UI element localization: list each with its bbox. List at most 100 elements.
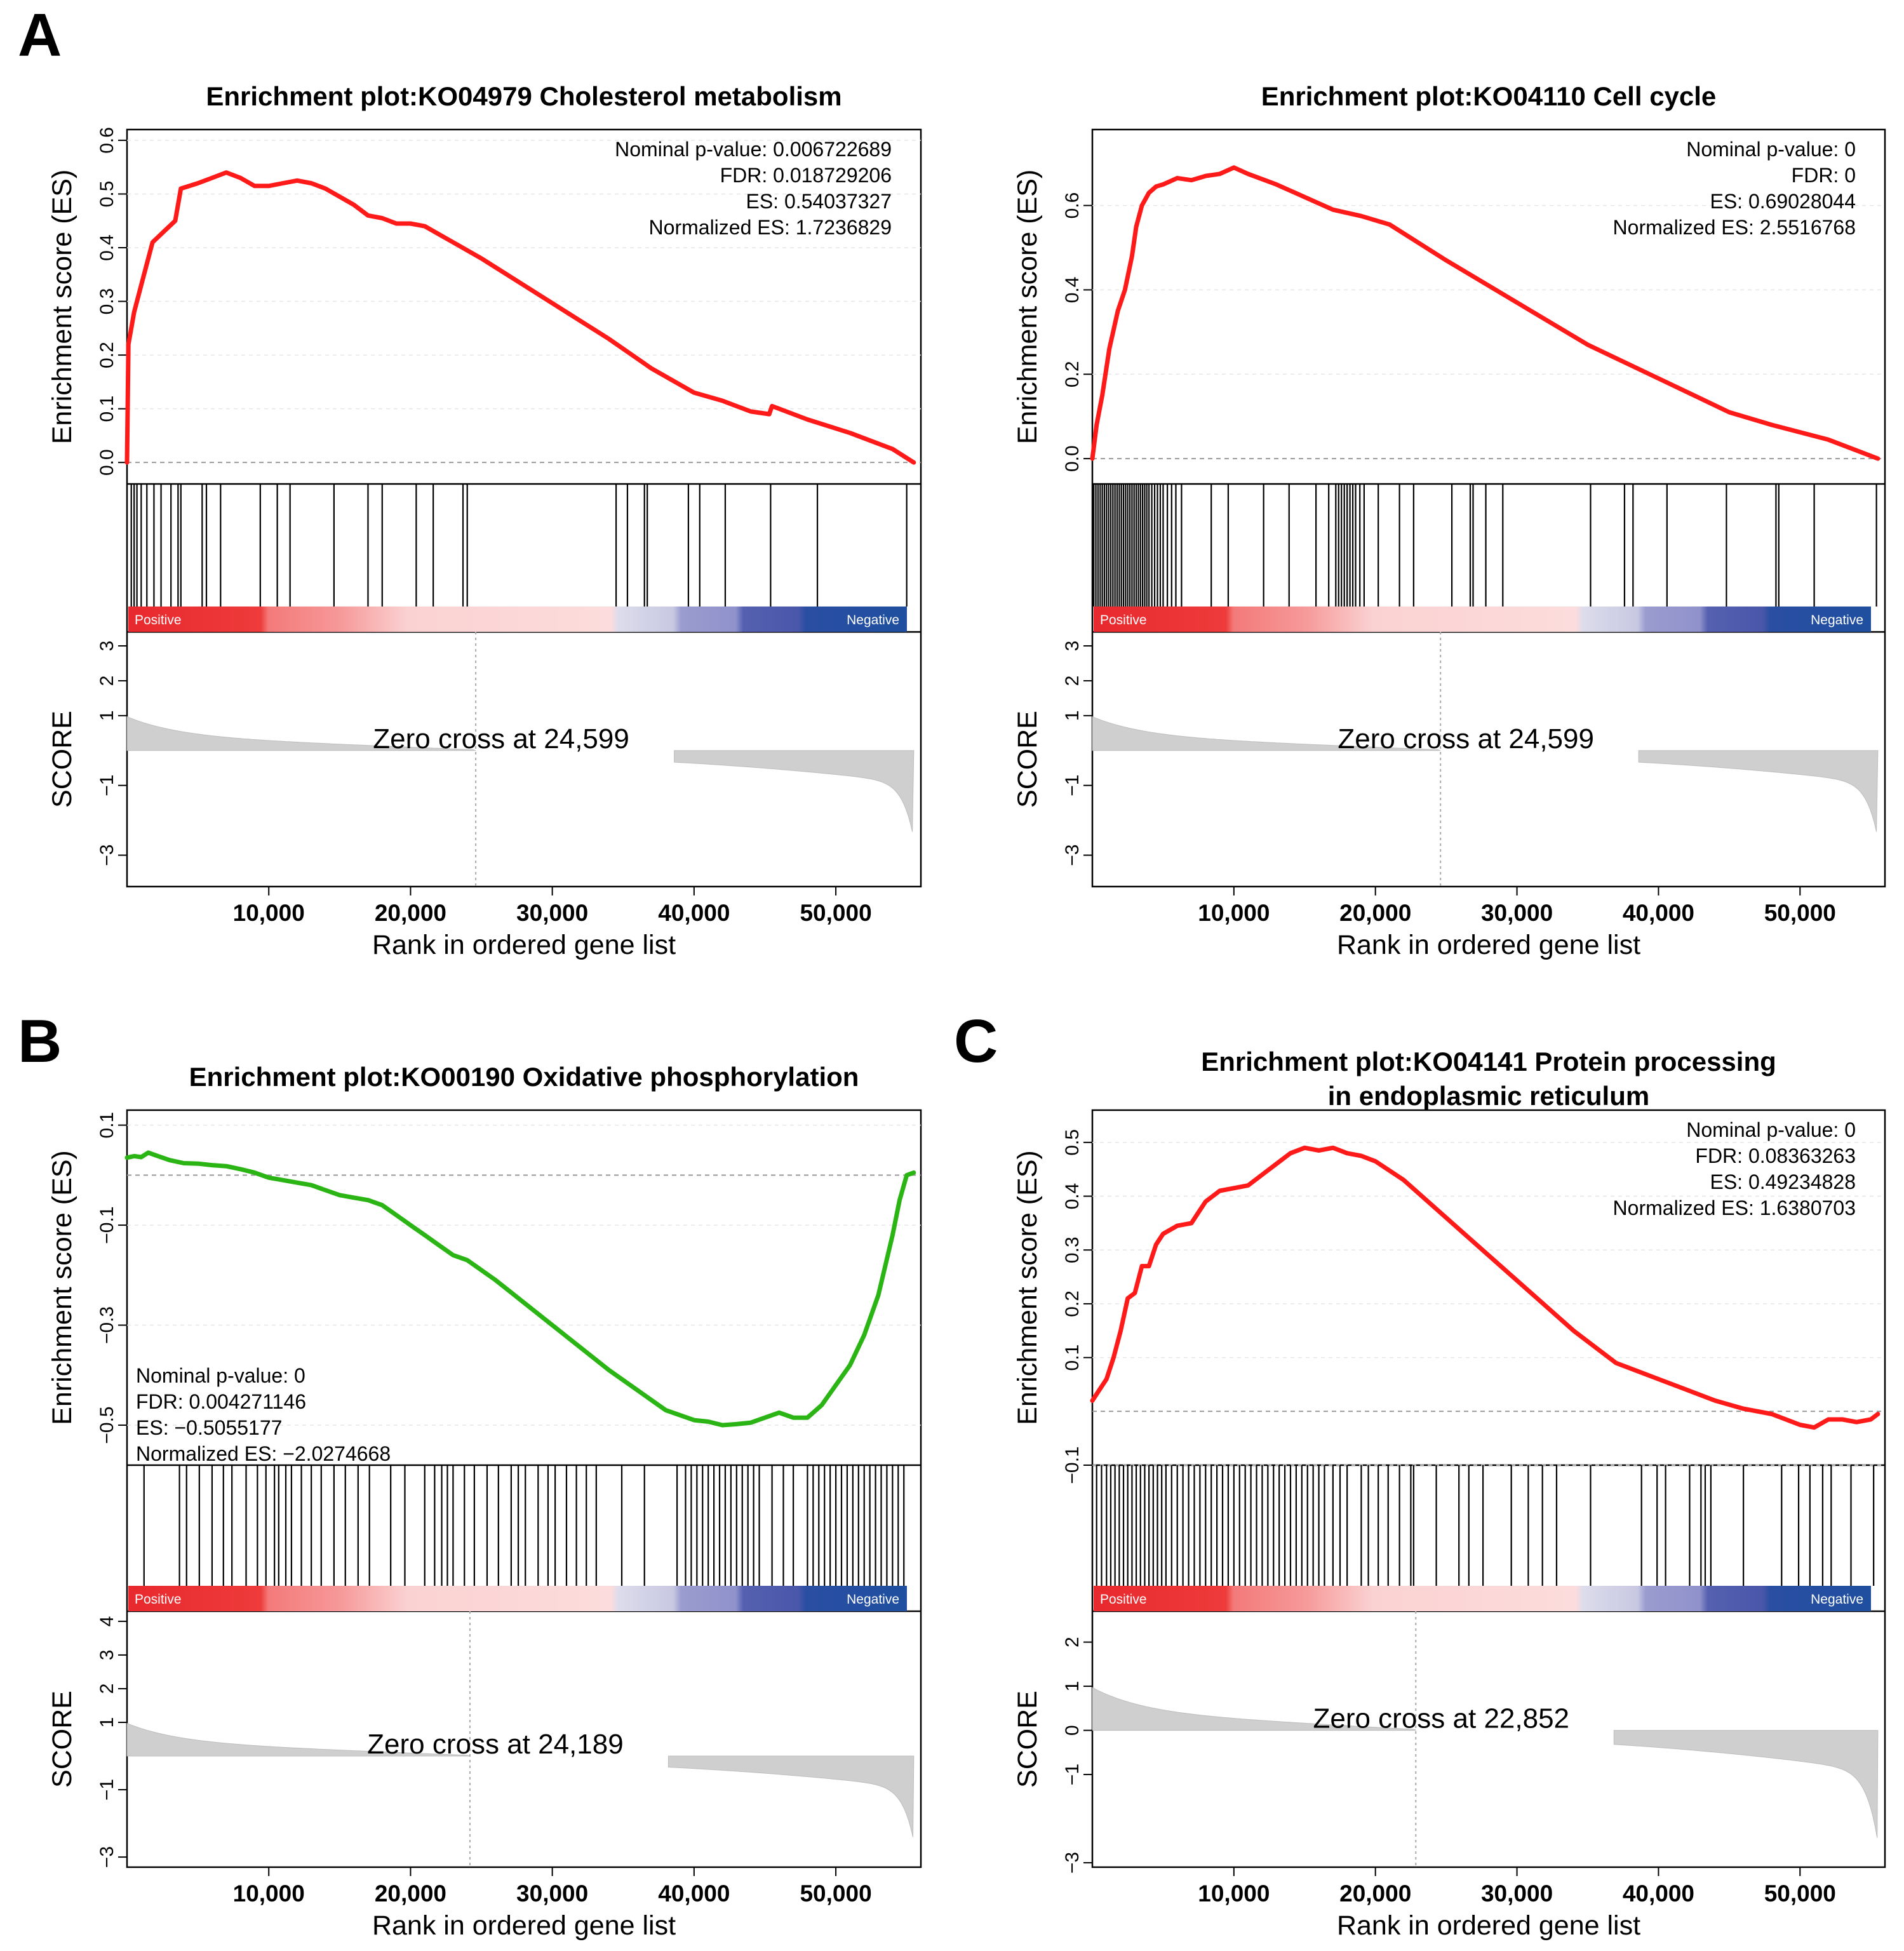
score-ytick-label: 4 [97,1616,117,1627]
xtick-label: 50,000 [1764,900,1836,926]
plot-title: Enrichment plot:KO04141 Protein processi… [1201,1047,1776,1076]
stat-line: ES: 0.69028044 [1710,190,1856,213]
xtick-label: 20,000 [1339,1881,1411,1907]
score-ytick-label: 1 [97,710,117,721]
xlabel: Rank in ordered gene list [1337,1910,1640,1941]
score-ytick-label: 1 [1062,710,1083,721]
stat-line: ES: −0.5055177 [136,1416,282,1439]
es-ytick-label: −0.1 [97,1206,117,1244]
plot-title: Enrichment plot:KO04979 Cholesterol meta… [206,81,841,111]
score-positive-area [126,716,476,751]
stat-line: Normalized ES: 1.6380703 [1613,1197,1856,1219]
es-curve [1090,1145,1881,1430]
gsea-plot-1: Enrichment plot:KO04979 Cholesterol meta… [47,81,922,960]
xtick-label: 20,000 [375,1881,446,1907]
xtick-label: 20,000 [1339,900,1411,926]
stat-line: FDR: 0 [1792,164,1856,187]
xlabel: Rank in ordered gene list [1337,930,1640,960]
ranking-positive-label: Positive [1100,1592,1147,1607]
stat-line: ES: 0.49234828 [1710,1170,1856,1193]
es-ytick-label: 0.1 [97,1112,117,1139]
es-ytick-label: 0.2 [1062,361,1083,387]
xtick-label: 40,000 [658,1881,730,1907]
xtick-label: 40,000 [1623,900,1694,926]
plot-frame [126,128,922,888]
es-ylabel: Enrichment score (ES) [1012,170,1043,445]
ranking-positive-label: Positive [135,1592,182,1607]
score-ytick-label: 2 [1062,1637,1083,1647]
ranking-positive-label: Positive [1100,613,1147,627]
stat-line: Normalized ES: 2.5516768 [1613,216,1856,239]
es-curve [1090,165,1881,461]
panel-letter-c: C [954,1007,998,1075]
es-ytick-label: 0.4 [1062,1183,1083,1210]
xtick-label: 30,000 [516,900,588,926]
score-ytick-label: 3 [1062,641,1083,652]
xtick-label: 40,000 [658,900,730,926]
score-ytick-label: 0 [1062,1725,1083,1736]
zero-cross-label: Zero cross at 24,599 [373,723,629,754]
score-ylabel: SCORE [47,1691,77,1788]
es-ytick-label: 0.1 [1062,1344,1083,1371]
score-ytick-label: −1 [97,775,117,796]
score-negative-area [1638,750,1879,832]
xtick-label: 50,000 [800,900,871,926]
es-ylabel: Enrichment score (ES) [1012,1150,1043,1425]
xtick-label: 50,000 [800,1881,871,1907]
score-ytick-label: 2 [97,1684,117,1694]
zero-cross-label: Zero cross at 24,599 [1337,723,1594,754]
ranking-color-bar [1094,607,1871,632]
stat-line: Nominal p-value: 0.006722689 [615,138,892,161]
score-ylabel: SCORE [1012,711,1043,808]
gsea-plot-3: Enrichment plot:KO00190 Oxidative phosph… [47,1062,922,1941]
stat-line: Normalized ES: −2.0274668 [136,1442,391,1465]
stat-line: ES: 0.54037327 [746,190,892,213]
score-ytick-label: 1 [97,1717,117,1728]
stat-line: Normalized ES: 1.7236829 [649,216,892,239]
es-ylabel: Enrichment score (ES) [47,1150,77,1425]
xtick-label: 30,000 [1481,1881,1553,1907]
score-ytick-label: 2 [1062,676,1083,687]
xtick-label: 40,000 [1623,1881,1694,1907]
xtick-label: 10,000 [1198,900,1270,926]
stat-line: Nominal p-value: 0 [1686,138,1856,161]
es-ytick-label: 0.0 [1062,445,1083,472]
score-ylabel: SCORE [47,711,77,808]
es-ytick-label: 0.0 [97,449,117,476]
ranking-positive-label: Positive [135,613,182,627]
plot-frame [1091,1109,1886,1868]
zero-cross-label: Zero cross at 24,189 [367,1729,624,1760]
score-ytick-label: −1 [97,1779,117,1800]
es-ytick-label: 0.3 [97,288,117,315]
score-negative-area [1613,1730,1879,1838]
plot-frame [1091,128,1886,888]
es-ytick-label: 0.4 [97,234,117,261]
xtick-label: 30,000 [1481,900,1553,926]
es-ytick-label: 0.5 [1062,1129,1083,1156]
panel-letter-a: A [18,1,62,69]
score-ylabel: SCORE [1012,1691,1043,1788]
score-positive-area [126,1722,471,1757]
stat-line: Nominal p-value: 0 [1686,1118,1856,1141]
plot-title: Enrichment plot:KO04110 Cell cycle [1261,81,1717,111]
es-curve [124,170,916,465]
zero-cross-label: Zero cross at 22,852 [1313,1703,1569,1734]
score-ytick-label: 1 [1062,1681,1083,1692]
score-negative-area [674,750,915,832]
ranking-color-bar [128,607,907,632]
stat-line: FDR: 0.08363263 [1695,1144,1856,1167]
ranking-color-bar [128,1586,907,1611]
xtick-label: 50,000 [1764,1881,1836,1907]
score-ytick-label: −3 [1062,844,1083,866]
score-ytick-label: 3 [97,641,117,652]
es-ytick-label: 0.6 [97,127,117,154]
score-ytick-label: −3 [1062,1852,1083,1874]
score-ytick-label: −1 [1062,775,1083,796]
es-ytick-label: 0.1 [97,396,117,422]
es-ytick-label: 0.6 [1062,192,1083,219]
es-ylabel: Enrichment score (ES) [47,170,77,445]
score-negative-area [667,1755,915,1837]
xtick-label: 10,000 [1198,1881,1270,1907]
score-ytick-label: −3 [97,844,117,866]
es-ytick-label: −0.5 [97,1406,117,1444]
